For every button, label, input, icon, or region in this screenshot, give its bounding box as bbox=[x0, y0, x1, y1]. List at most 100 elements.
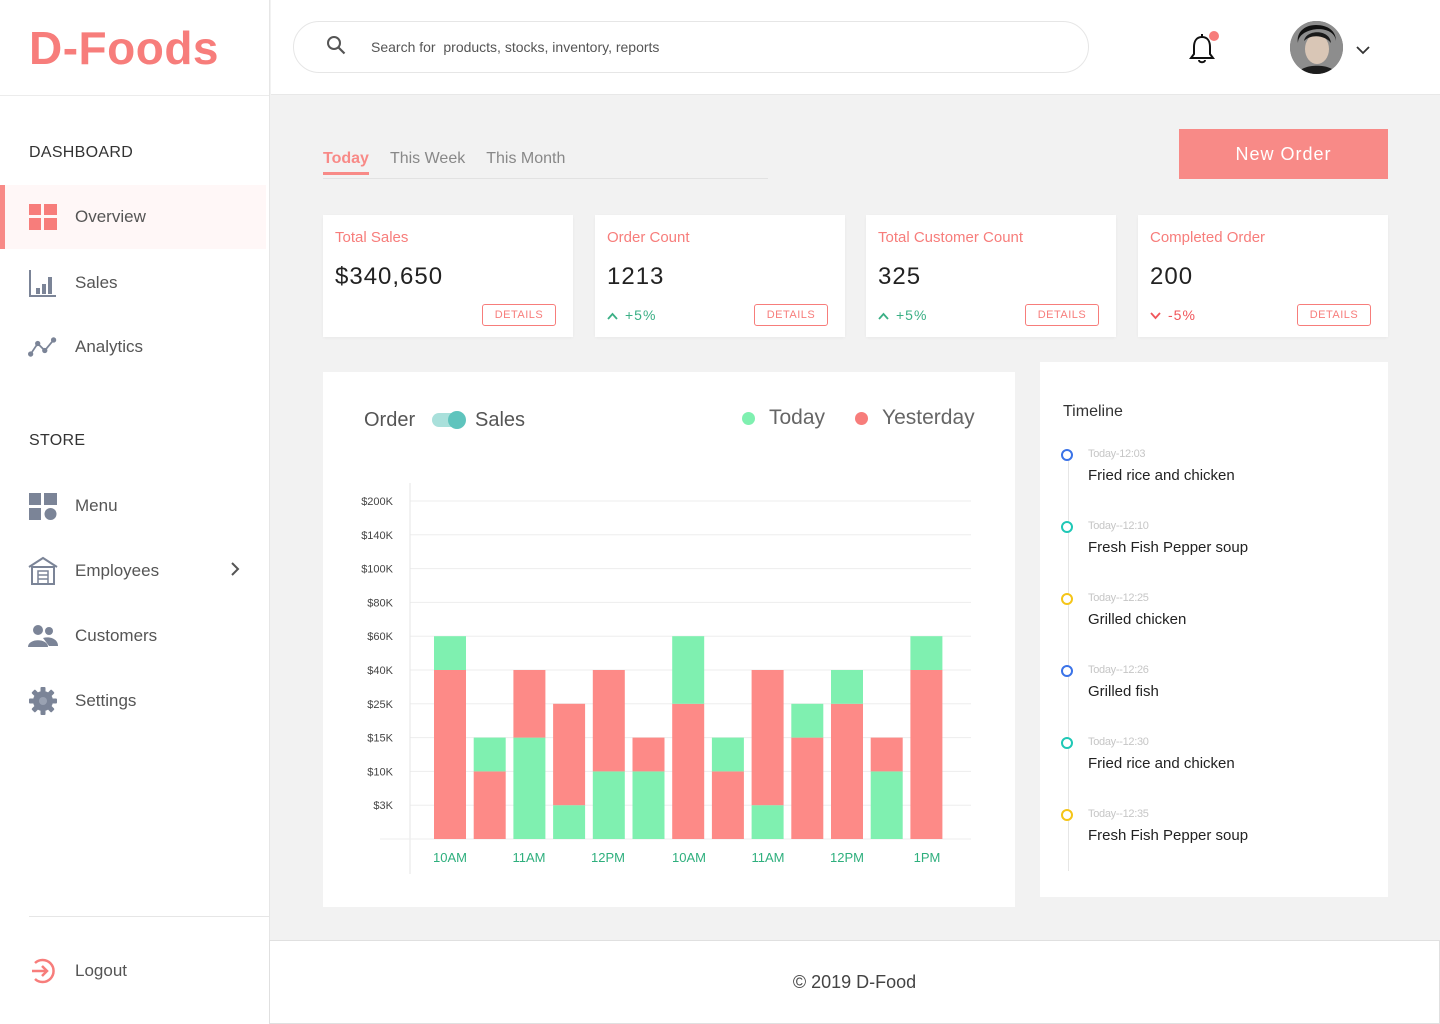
y-tick-label: $15K bbox=[367, 733, 393, 745]
stat-delta-value: +5% bbox=[625, 307, 657, 323]
timeline-text: Fried rice and chicken bbox=[1088, 467, 1235, 484]
bar-today bbox=[870, 771, 903, 839]
stat-label: Order Count bbox=[607, 229, 690, 246]
stat-delta: +5% bbox=[878, 307, 927, 323]
y-tick-label: $10K bbox=[367, 766, 393, 778]
stat-label: Total Customer Count bbox=[878, 229, 1024, 246]
bar-today bbox=[751, 805, 784, 839]
y-tick-label: $100K bbox=[361, 564, 393, 576]
timeline-text: Grilled fish bbox=[1088, 683, 1159, 700]
details-button[interactable]: DETAILS bbox=[754, 304, 828, 326]
app-logo[interactable]: D-Foods bbox=[29, 21, 220, 74]
y-tick-label: $60K bbox=[367, 631, 393, 643]
copyright-text: © 2019 D-Food bbox=[792, 971, 917, 992]
x-tick-label: 10AM bbox=[672, 850, 706, 865]
logout-label: Logout bbox=[75, 961, 127, 980]
search-input[interactable] bbox=[371, 39, 971, 55]
bar-today bbox=[791, 703, 824, 738]
timeline-dot bbox=[1061, 809, 1073, 821]
y-tick-label: $200K bbox=[361, 496, 393, 508]
new-order-button[interactable]: New Order bbox=[1179, 129, 1388, 179]
tab-underline-track bbox=[323, 178, 768, 179]
timeline-time: Today--12:26 bbox=[1088, 664, 1149, 676]
bar-yesterday bbox=[434, 670, 466, 839]
search-icon[interactable] bbox=[326, 35, 346, 60]
arrow-up-icon bbox=[607, 307, 618, 323]
timeline-dot bbox=[1061, 737, 1073, 749]
timeline-text: Fresh Fish Pepper soup bbox=[1088, 539, 1249, 556]
timeline-dot bbox=[1061, 449, 1073, 461]
sidebar-item-menu[interactable]: Menu bbox=[0, 474, 266, 538]
timeline-dot bbox=[1061, 521, 1073, 533]
sales-bar-chart: $3K $10K $15K $25K $40K $60K $80K $100K $140K $20… bbox=[361, 483, 971, 874]
grid-icon bbox=[28, 202, 58, 232]
sidebar-item-customers[interactable]: Customers bbox=[0, 604, 266, 668]
gear-icon bbox=[28, 686, 58, 716]
chart-panel: Order Sales Today Yesterday $3K $10K $15K $… bbox=[323, 372, 1015, 907]
stat-delta-value: -5% bbox=[1168, 307, 1196, 323]
sidebar-divider bbox=[29, 916, 269, 917]
timeline-panel: Timeline Today-12:03 Fried rice and chic… bbox=[1040, 362, 1388, 897]
bar-yesterday bbox=[711, 771, 744, 839]
details-button[interactable]: DETAILS bbox=[1297, 304, 1371, 326]
bar-yesterday bbox=[910, 670, 943, 839]
sidebar-item-sales[interactable]: Sales bbox=[0, 251, 266, 315]
logout-button[interactable]: Logout bbox=[0, 939, 266, 1003]
y-tick-label: $140K bbox=[361, 530, 393, 542]
period-tabs: Today This Week This Month bbox=[323, 150, 586, 175]
bar-yesterday bbox=[473, 771, 506, 839]
search-bar[interactable] bbox=[293, 21, 1089, 73]
order-sales-toggle[interactable] bbox=[432, 411, 466, 429]
sidebar-item-label: Overview bbox=[75, 207, 146, 226]
sidebar-item-label: Settings bbox=[75, 691, 137, 710]
sidebar-item-analytics[interactable]: Analytics bbox=[0, 315, 266, 379]
bar-yesterday bbox=[672, 703, 705, 839]
tab-this-month[interactable]: This Month bbox=[486, 150, 566, 167]
sidebar-item-label: Analytics bbox=[75, 337, 144, 356]
toggle-label-sales[interactable]: Sales bbox=[475, 409, 526, 431]
bar-yesterday bbox=[831, 703, 863, 839]
details-button[interactable]: DETAILS bbox=[482, 304, 556, 326]
stat-value: 200 bbox=[1150, 263, 1194, 290]
chevron-down-icon[interactable] bbox=[1356, 42, 1370, 60]
tab-this-week[interactable]: This Week bbox=[389, 150, 466, 167]
bar-today bbox=[553, 805, 586, 839]
timeline-title: Timeline bbox=[1063, 403, 1123, 420]
stat-value: 1213 bbox=[607, 263, 665, 290]
details-button[interactable]: DETAILS bbox=[1025, 304, 1099, 326]
sidebar-item-overview[interactable]: Overview bbox=[0, 185, 266, 249]
bar-yesterday bbox=[870, 737, 903, 772]
chevron-right-icon[interactable] bbox=[230, 561, 240, 582]
avatar[interactable] bbox=[1290, 21, 1343, 74]
sidebar-item-label: Employees bbox=[75, 561, 160, 580]
section-title-dashboard: DASHBOARD bbox=[29, 144, 134, 161]
sidebar-item-label: Sales bbox=[75, 273, 118, 292]
legend-today: Today bbox=[742, 406, 825, 430]
stat-value: $340,650 bbox=[335, 263, 444, 290]
bar-chart-icon bbox=[28, 268, 58, 298]
toggle-label-order[interactable]: Order bbox=[364, 409, 416, 431]
x-tick-label: 11AM bbox=[752, 850, 785, 865]
legend-dot-yesterday bbox=[855, 411, 868, 425]
building-icon bbox=[28, 556, 58, 586]
analytics-icon bbox=[28, 332, 58, 362]
stat-delta: -5% bbox=[1150, 307, 1196, 323]
bell-icon[interactable] bbox=[1189, 34, 1217, 64]
bar-today bbox=[473, 737, 506, 772]
timeline-time: Today--12:25 bbox=[1088, 592, 1149, 604]
sidebar-item-employees[interactable]: Employees bbox=[0, 539, 266, 603]
stat-card-order-count: Order Count 1213 +5% DETAILS bbox=[595, 215, 845, 337]
stat-card-completed-order: Completed Order 200 -5% DETAILS bbox=[1138, 215, 1388, 337]
tab-today[interactable]: Today bbox=[323, 150, 369, 175]
timeline-line bbox=[1068, 455, 1069, 871]
x-tick-label: 10AM bbox=[433, 850, 467, 865]
timeline-time: Today--12:30 bbox=[1088, 736, 1149, 748]
y-tick-label: $40K bbox=[367, 665, 393, 677]
timeline-text: Fried rice and chicken bbox=[1088, 755, 1235, 772]
sidebar-item-settings[interactable]: Settings bbox=[0, 669, 266, 733]
bar-yesterday bbox=[513, 670, 546, 738]
notification-dot bbox=[1209, 31, 1219, 41]
stat-value: 325 bbox=[878, 263, 922, 290]
section-title-store: STORE bbox=[29, 432, 86, 449]
bar-today bbox=[434, 636, 466, 670]
